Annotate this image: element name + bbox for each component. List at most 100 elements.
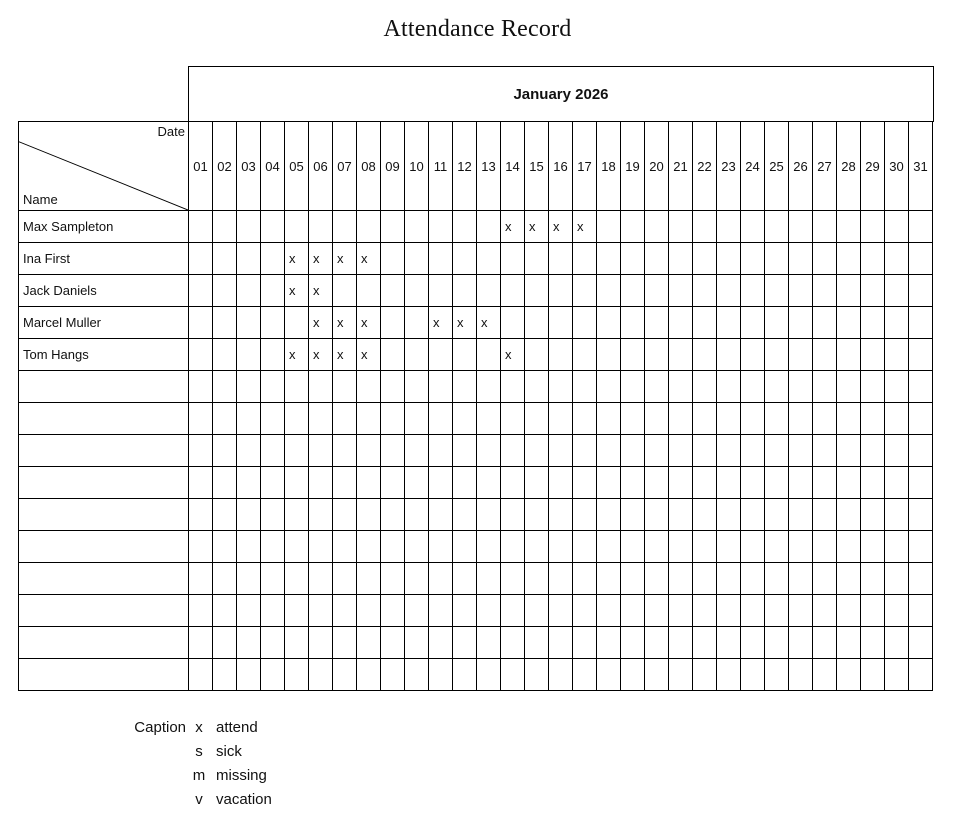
- mark-cell[interactable]: [716, 530, 741, 563]
- mark-cell[interactable]: [884, 242, 909, 275]
- mark-cell[interactable]: [836, 242, 861, 275]
- mark-cell[interactable]: [452, 338, 477, 371]
- mark-cell[interactable]: [836, 530, 861, 563]
- mark-cell[interactable]: [812, 242, 837, 275]
- mark-cell[interactable]: [548, 562, 573, 595]
- mark-cell[interactable]: [332, 530, 357, 563]
- mark-cell[interactable]: [404, 562, 429, 595]
- mark-cell[interactable]: [740, 562, 765, 595]
- mark-cell[interactable]: [188, 242, 213, 275]
- mark-cell[interactable]: [500, 434, 525, 467]
- mark-cell[interactable]: [908, 242, 933, 275]
- mark-cell[interactable]: [860, 242, 885, 275]
- mark-cell[interactable]: [428, 370, 453, 403]
- name-cell[interactable]: [18, 498, 189, 531]
- mark-cell[interactable]: [716, 498, 741, 531]
- mark-cell[interactable]: [692, 658, 717, 691]
- mark-cell[interactable]: [212, 306, 237, 339]
- mark-cell[interactable]: [356, 402, 381, 435]
- mark-cell[interactable]: [836, 306, 861, 339]
- mark-cell[interactable]: [236, 306, 261, 339]
- mark-cell[interactable]: [548, 274, 573, 307]
- mark-cell[interactable]: x: [308, 306, 333, 339]
- name-cell[interactable]: Ina First: [18, 242, 189, 275]
- mark-cell[interactable]: [860, 434, 885, 467]
- mark-cell[interactable]: [548, 498, 573, 531]
- mark-cell[interactable]: [404, 466, 429, 499]
- mark-cell[interactable]: [260, 306, 285, 339]
- mark-cell[interactable]: [572, 658, 597, 691]
- mark-cell[interactable]: [188, 306, 213, 339]
- mark-cell[interactable]: [500, 274, 525, 307]
- mark-cell[interactable]: [524, 338, 549, 371]
- mark-cell[interactable]: [332, 402, 357, 435]
- mark-cell[interactable]: [596, 658, 621, 691]
- mark-cell[interactable]: [860, 562, 885, 595]
- mark-cell[interactable]: [356, 370, 381, 403]
- mark-cell[interactable]: [620, 370, 645, 403]
- mark-cell[interactable]: [740, 466, 765, 499]
- mark-cell[interactable]: [212, 658, 237, 691]
- mark-cell[interactable]: [212, 338, 237, 371]
- mark-cell[interactable]: [668, 658, 693, 691]
- mark-cell[interactable]: [692, 626, 717, 659]
- mark-cell[interactable]: [428, 498, 453, 531]
- mark-cell[interactable]: [260, 498, 285, 531]
- mark-cell[interactable]: [524, 626, 549, 659]
- mark-cell[interactable]: [260, 434, 285, 467]
- mark-cell[interactable]: [812, 274, 837, 307]
- mark-cell[interactable]: [428, 658, 453, 691]
- mark-cell[interactable]: [740, 594, 765, 627]
- mark-cell[interactable]: [188, 594, 213, 627]
- mark-cell[interactable]: [260, 530, 285, 563]
- mark-cell[interactable]: [572, 402, 597, 435]
- mark-cell[interactable]: [548, 370, 573, 403]
- mark-cell[interactable]: [188, 370, 213, 403]
- mark-cell[interactable]: [428, 242, 453, 275]
- mark-cell[interactable]: [644, 658, 669, 691]
- mark-cell[interactable]: [548, 434, 573, 467]
- mark-cell[interactable]: [452, 402, 477, 435]
- mark-cell[interactable]: [908, 498, 933, 531]
- mark-cell[interactable]: [572, 626, 597, 659]
- mark-cell[interactable]: [500, 370, 525, 403]
- mark-cell[interactable]: [428, 434, 453, 467]
- mark-cell[interactable]: [308, 370, 333, 403]
- mark-cell[interactable]: [860, 306, 885, 339]
- mark-cell[interactable]: [884, 658, 909, 691]
- mark-cell[interactable]: x: [308, 242, 333, 275]
- mark-cell[interactable]: [284, 306, 309, 339]
- mark-cell[interactable]: [332, 594, 357, 627]
- mark-cell[interactable]: [404, 498, 429, 531]
- mark-cell[interactable]: [332, 434, 357, 467]
- mark-cell[interactable]: [212, 242, 237, 275]
- mark-cell[interactable]: x: [500, 210, 525, 243]
- mark-cell[interactable]: [836, 370, 861, 403]
- mark-cell[interactable]: [644, 210, 669, 243]
- mark-cell[interactable]: [788, 594, 813, 627]
- mark-cell[interactable]: [836, 658, 861, 691]
- mark-cell[interactable]: [836, 594, 861, 627]
- mark-cell[interactable]: [908, 466, 933, 499]
- mark-cell[interactable]: [692, 402, 717, 435]
- mark-cell[interactable]: [356, 530, 381, 563]
- mark-cell[interactable]: [236, 530, 261, 563]
- mark-cell[interactable]: [284, 498, 309, 531]
- mark-cell[interactable]: [524, 370, 549, 403]
- mark-cell[interactable]: [452, 530, 477, 563]
- mark-cell[interactable]: [500, 626, 525, 659]
- mark-cell[interactable]: [428, 338, 453, 371]
- mark-cell[interactable]: [860, 594, 885, 627]
- mark-cell[interactable]: [836, 210, 861, 243]
- mark-cell[interactable]: [764, 594, 789, 627]
- mark-cell[interactable]: [620, 594, 645, 627]
- mark-cell[interactable]: [836, 626, 861, 659]
- mark-cell[interactable]: [236, 658, 261, 691]
- mark-cell[interactable]: x: [476, 306, 501, 339]
- mark-cell[interactable]: [884, 370, 909, 403]
- mark-cell[interactable]: [452, 498, 477, 531]
- mark-cell[interactable]: [788, 498, 813, 531]
- mark-cell[interactable]: [860, 370, 885, 403]
- name-cell[interactable]: [18, 530, 189, 563]
- mark-cell[interactable]: x: [332, 338, 357, 371]
